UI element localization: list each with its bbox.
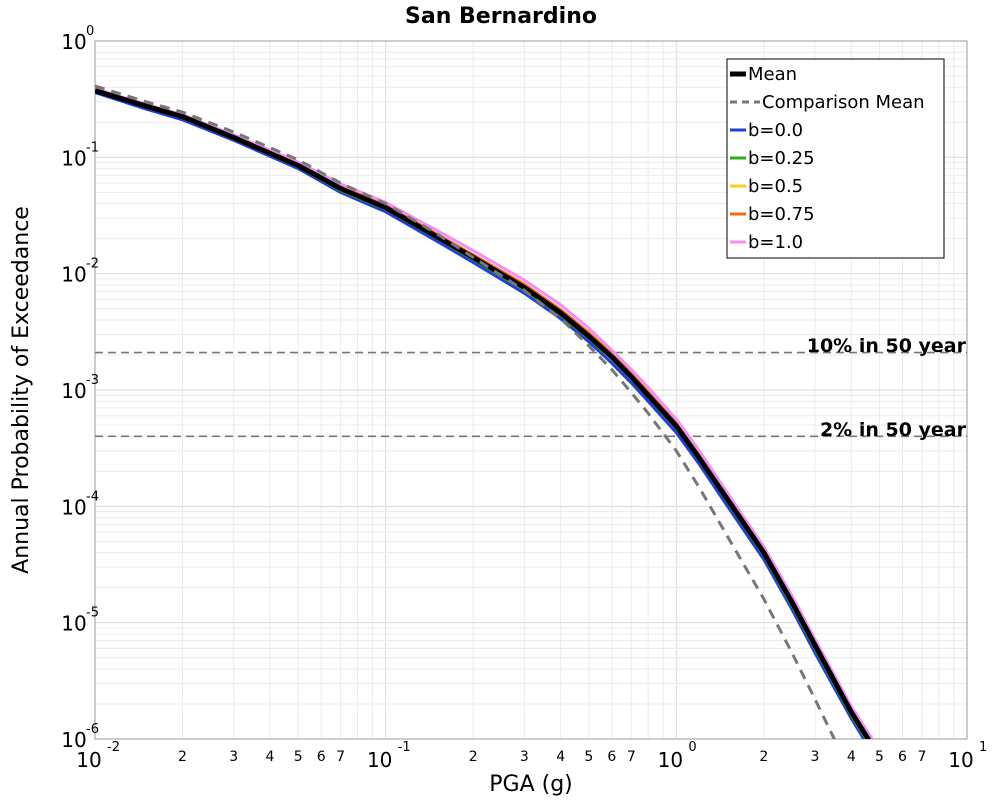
x-minor-tick-label: 4: [847, 749, 856, 765]
x-minor-tick-label: 5: [294, 749, 303, 765]
x-minor-tick-label: 4: [266, 749, 275, 765]
legend-entry: b=0.75: [748, 204, 815, 225]
x-minor-tick-label: 2: [759, 749, 768, 765]
x-tick-label: 10: [76, 748, 101, 772]
y-tick-label: 10: [61, 495, 86, 519]
y-tick-label: 10: [61, 612, 86, 636]
series-line-mean: [95, 88, 872, 739]
legend: Mean Comparison Mean b=0.0 b=0.25 b=0.5 b=0.7…: [726, 58, 945, 259]
x-minor-tick-label: 6: [898, 749, 907, 765]
series-line-comparison-mean: [95, 84, 836, 739]
y-tick-exponent: 0: [86, 24, 94, 39]
y-tick-exponent: -4: [86, 489, 99, 504]
legend-entry: Mean: [748, 64, 797, 85]
x-minor-tick-label: 4: [556, 749, 565, 765]
reference-line-label: 10% in 50 year: [807, 335, 967, 357]
x-minor-tick-label: 6: [607, 749, 616, 765]
x-tick-exponent: -2: [107, 740, 120, 755]
x-tick-exponent: 1: [979, 740, 987, 755]
y-tick-label: 10: [61, 30, 86, 54]
y-tick-label: 10: [61, 728, 86, 752]
x-tick-exponent: -1: [398, 740, 411, 755]
x-minor-tick-label: 5: [584, 749, 593, 765]
y-tick-label: 10: [61, 146, 86, 170]
x-tick-exponent: 0: [688, 740, 696, 755]
plot-area: [94, 40, 968, 740]
x-minor-tick-label: 7: [336, 749, 345, 765]
series-line-b-0-0: [95, 91, 866, 739]
reference-lines: 10% in 50 year 2% in 50 year: [95, 335, 967, 441]
legend-entry: Comparison Mean: [762, 92, 925, 113]
y-axis-label: Annual Probability of Exceedance: [9, 206, 34, 574]
x-minor-tick-label: 3: [520, 749, 529, 765]
legend-entry: b=0.0: [748, 120, 803, 141]
x-minor-tick-label: 6: [317, 749, 326, 765]
legend-entry: b=0.25: [748, 148, 815, 169]
x-tick-label: 10: [658, 748, 683, 772]
x-minor-tick-label: 7: [627, 749, 636, 765]
x-minor-tick-label: 3: [229, 749, 238, 765]
x-minor-tick-label: 5: [875, 749, 884, 765]
y-tick-label: 10: [61, 379, 86, 403]
legend-entry: b=0.5: [748, 176, 803, 197]
y-tick-exponent: -5: [86, 606, 99, 621]
grid: [94, 41, 967, 740]
y-tick-exponent: -3: [86, 373, 99, 388]
y-tick-exponent: -1: [86, 140, 99, 155]
x-minor-tick-label: 2: [469, 749, 478, 765]
x-axis-label: PGA (g): [489, 772, 573, 797]
y-tick-exponent: -6: [86, 722, 99, 737]
y-tick-exponent: -2: [86, 257, 99, 272]
series-lines: [95, 84, 874, 739]
x-minor-tick-label: 2: [178, 749, 187, 765]
chart-title: San Bernardino: [405, 4, 597, 29]
reference-line-label: 2% in 50 year: [820, 419, 967, 441]
legend-entry: b=1.0: [748, 232, 803, 253]
x-tick-label: 10: [367, 748, 392, 772]
series-line-b-1-0: [95, 87, 874, 739]
y-tick-label: 10: [61, 263, 86, 287]
x-minor-tick-label: 3: [811, 749, 820, 765]
x-minor-tick-label: 7: [918, 749, 927, 765]
legend-box: [726, 58, 945, 259]
x-tick-label: 10: [948, 748, 973, 772]
